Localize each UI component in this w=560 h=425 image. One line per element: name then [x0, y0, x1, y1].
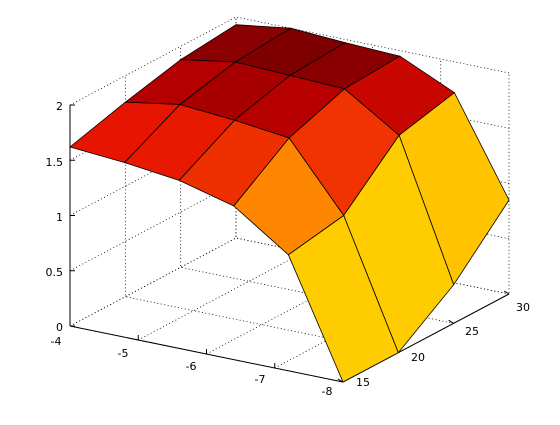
y-tick-label: 15 [356, 376, 370, 389]
y-tick-label: 20 [411, 351, 425, 364]
z-tick-label: 0 [56, 321, 63, 334]
y-tick [337, 378, 344, 383]
z-tick-label: 1.5 [46, 156, 64, 169]
y-tick-label: 25 [465, 325, 479, 338]
surface [69, 24, 510, 383]
y-tick [503, 290, 510, 295]
z-tick-label: 2 [56, 100, 63, 113]
x-tick-label: -7 [255, 373, 266, 386]
z-tick-label: 0.5 [46, 266, 64, 279]
y-tick [448, 319, 454, 324]
x-tick-label: -6 [186, 360, 197, 373]
tick-labels: 2 1.5 1 0.5 0 -4 -5 -6 -7 -8 15 20 25 30 [46, 100, 531, 398]
z-tick-label: 1 [56, 211, 63, 224]
y-tick-label: 30 [516, 301, 530, 314]
surface-face [287, 214, 399, 383]
x-tick-label: -5 [118, 347, 129, 360]
x-tick-label: -4 [51, 335, 62, 348]
x-tick-label: -8 [322, 385, 333, 398]
